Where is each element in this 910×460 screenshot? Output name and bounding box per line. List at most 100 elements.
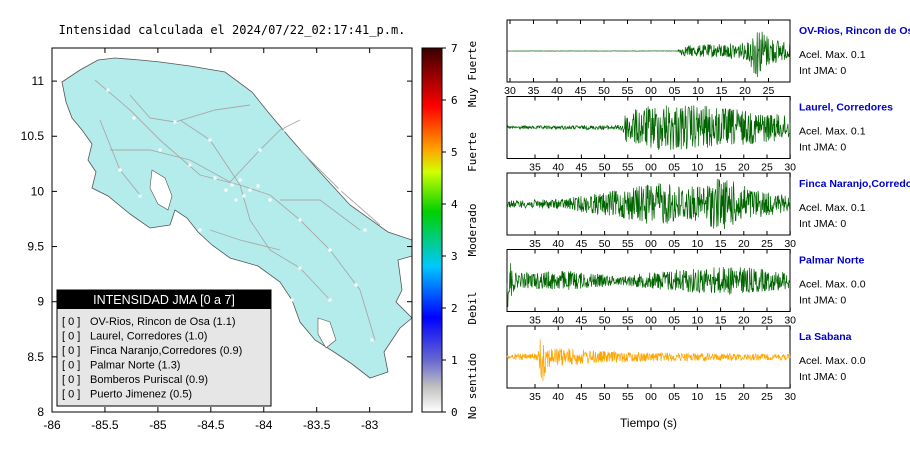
waveform-panel: 35 40 45 50 55 00 05 10 15 20 25 30 Laurel, Corredor… (506, 96, 893, 174)
station-jma: Int JMA: 0 (799, 371, 846, 383)
town-marker (208, 138, 212, 142)
time-tick-label: 25 (761, 391, 773, 403)
town-marker (298, 218, 302, 222)
town-marker (338, 188, 342, 192)
time-tick-label: 30 (504, 85, 516, 97)
lat-tick-label: 11 (32, 74, 45, 88)
intensity-level-label: No sentido (466, 353, 479, 419)
colorbar-tick-label: 5 (451, 146, 458, 159)
time-tick-label: 55 (622, 315, 634, 327)
time-tick-label: 00 (645, 315, 657, 327)
time-tick-label: 35 (529, 162, 541, 174)
time-tick-label: 15 (715, 238, 727, 250)
waveform-trace (506, 178, 791, 230)
road-line (110, 149, 231, 183)
colorbar-tick-label: 3 (451, 250, 458, 263)
time-tick-label: 40 (552, 238, 564, 250)
town-marker (132, 116, 136, 120)
waveform-trace (506, 31, 791, 78)
time-tick-label: 10 (692, 238, 704, 250)
town-marker (158, 148, 162, 152)
time-tick-label: 05 (669, 85, 681, 97)
station-accel: Acel. Max. 0.0 (799, 279, 866, 291)
station-jma: Int JMA: 0 (799, 295, 846, 307)
time-axis-label: Tiempo (s) (620, 416, 677, 430)
lat-tick-label: 8 (37, 405, 44, 419)
map-legend: INTENSIDAD JMA [0 a 7] [ 0 ] OV-Rios, Rin… (56, 289, 272, 407)
colorbar-gradient (421, 47, 443, 413)
time-tick-label: 40 (552, 315, 564, 327)
lon-tick-label: -83 (361, 418, 379, 432)
town-marker (224, 188, 228, 192)
intensity-level-label: Moderado (466, 204, 479, 257)
town-marker (283, 128, 287, 132)
time-tick-label: 55 (622, 391, 634, 403)
colorbar-tick-label: 2 (451, 302, 458, 315)
colorbar-tick-label: 7 (451, 42, 458, 55)
time-tick-label: 30 (784, 315, 796, 327)
waveform-trace (506, 339, 791, 382)
time-tick-label: 50 (599, 238, 611, 250)
lon-tick-label: -84 (255, 418, 273, 432)
waveform-trace (506, 263, 791, 308)
legend-entry-code: [ 0 ] (62, 389, 80, 401)
town-marker (258, 148, 262, 152)
waveform-panel: 35 40 45 50 55 00 05 10 15 20 25 30 Palmar Norte Acel… (506, 249, 866, 327)
road-line (209, 229, 281, 251)
colorbar: 0 1 2 3 4 5 6 7 No sentido Debil Moderado Fuerte Mu… (421, 41, 479, 419)
town-marker (213, 176, 217, 180)
road-line (229, 119, 301, 183)
colorbar-tick-label: 6 (451, 94, 458, 107)
colorbar-tick-label: 0 (451, 406, 458, 419)
time-tick-label: 50 (599, 315, 611, 327)
time-tick-label: 10 (692, 315, 704, 327)
intensity-level-label: Fuerte (466, 132, 479, 172)
time-tick-label: 30 (784, 162, 796, 174)
station-accel: Acel. Max. 0.1 (799, 126, 866, 138)
station-accel: Acel. Max. 0.0 (799, 355, 866, 367)
time-tick-label: 35 (529, 315, 541, 327)
intensity-level-label: Muy Fuerte (466, 41, 479, 107)
time-tick-label: 45 (576, 238, 588, 250)
map-title: Intensidad calculada el 2024/07/22_02:17… (59, 23, 406, 37)
town-marker (138, 194, 142, 198)
time-tick-label: 55 (622, 238, 634, 250)
time-tick-label: 25 (761, 315, 773, 327)
town-marker (234, 198, 238, 202)
station-accel: Acel. Max. 0.1 (799, 49, 866, 61)
station-name: OV-Rios, Rincon de Osa (799, 25, 910, 37)
town-marker (268, 198, 272, 202)
town-marker (198, 228, 202, 232)
lon-tick-label: -85.5 (91, 418, 119, 432)
station-name: Laurel, Corredores (799, 102, 893, 114)
time-tick-label: 10 (692, 85, 704, 97)
time-tick-label: 40 (551, 85, 563, 97)
time-tick-label: 05 (668, 391, 680, 403)
time-tick-label: 50 (598, 85, 610, 97)
legend-entry-text: Palmar Norte (1.3) (90, 360, 180, 372)
time-tick-label: 20 (738, 315, 750, 327)
legend-entry-code: [ 0 ] (62, 345, 80, 357)
town-marker (308, 343, 312, 347)
time-tick-label: 25 (763, 85, 775, 97)
time-tick-label: 05 (668, 315, 680, 327)
time-tick-label: 00 (645, 391, 657, 403)
lat-tick-label: 10 (31, 184, 45, 198)
time-tick-label: 10 (692, 391, 704, 403)
town-marker (328, 298, 332, 302)
legend-entry-text: Finca Naranjo,Corredores (0.9) (90, 345, 242, 357)
time-tick-label: 20 (738, 162, 750, 174)
time-tick-label: 00 (645, 85, 657, 97)
road-line (94, 79, 376, 341)
legend-entry-code: [ 0 ] (62, 360, 80, 372)
legend-header: INTENSIDAD JMA [0 a 7] (93, 293, 235, 307)
time-tick-label: 40 (552, 162, 564, 174)
town-marker (328, 248, 332, 252)
station-name: La Sabana (799, 331, 852, 343)
station-jma: Int JMA: 0 (799, 65, 846, 77)
time-tick-label: 30 (784, 238, 796, 250)
time-tick-label: 35 (528, 85, 540, 97)
town-marker (370, 338, 374, 342)
station-name: Finca Naranjo,Corredores (799, 178, 910, 190)
time-tick-label: 00 (645, 238, 657, 250)
